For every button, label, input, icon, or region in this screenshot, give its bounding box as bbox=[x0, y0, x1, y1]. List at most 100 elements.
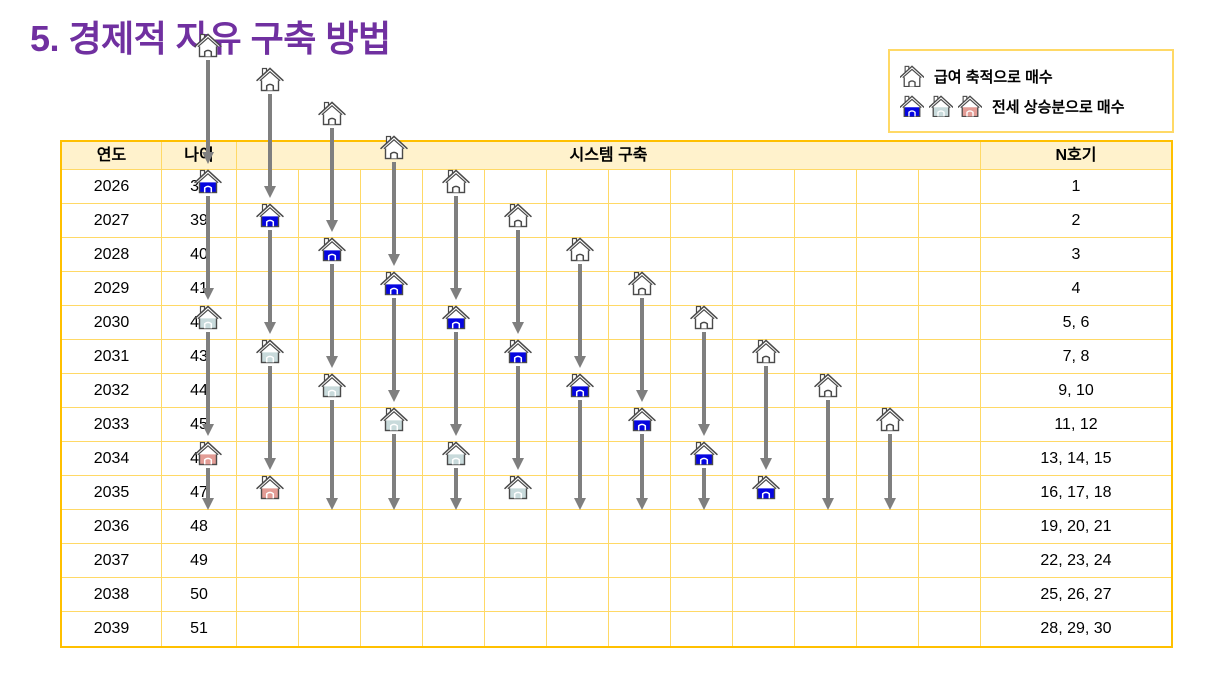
grid-cell bbox=[671, 544, 733, 578]
age-cell: 38 bbox=[162, 170, 237, 204]
page-title: 5. 경제적 자유 구축 방법 bbox=[30, 18, 391, 59]
legend-icons-jeonse bbox=[900, 95, 982, 117]
grid-cell bbox=[299, 340, 361, 374]
grid-cell bbox=[423, 408, 485, 442]
legend-label-salary: 급여 축적으로 매수 bbox=[934, 68, 1053, 86]
year-cell: 2026 bbox=[62, 170, 162, 204]
grid-cell bbox=[795, 374, 857, 408]
blue-house-icon bbox=[900, 95, 924, 117]
grid-cell bbox=[299, 544, 361, 578]
grid-cell bbox=[609, 374, 671, 408]
grid-cell bbox=[423, 170, 485, 204]
grid-cell bbox=[423, 510, 485, 544]
grid-cell bbox=[857, 272, 919, 306]
grid-cell bbox=[671, 204, 733, 238]
grid-cell bbox=[919, 612, 981, 646]
grid-cell bbox=[237, 510, 299, 544]
grid-cell bbox=[671, 408, 733, 442]
grid-cell bbox=[919, 476, 981, 510]
grid-cell bbox=[733, 306, 795, 340]
grid-cell bbox=[423, 204, 485, 238]
grid-cell bbox=[547, 306, 609, 340]
year-cell: 2034 bbox=[62, 442, 162, 476]
grid-cell bbox=[857, 510, 919, 544]
grid-cell bbox=[857, 442, 919, 476]
grid-cell bbox=[671, 238, 733, 272]
grid-cell bbox=[299, 442, 361, 476]
grid-cell bbox=[547, 510, 609, 544]
legend-item-salary: 급여 축적으로 매수 bbox=[900, 65, 1162, 87]
grid-cell bbox=[485, 306, 547, 340]
units-cell: 9, 10 bbox=[981, 374, 1171, 408]
grid-cell bbox=[485, 204, 547, 238]
grid-cell bbox=[795, 408, 857, 442]
grid-cell bbox=[857, 476, 919, 510]
plan-table: 연도 나이 시스템 구축 N호기 2026 38 1 2027 39 2 2028 40 3 20… bbox=[60, 140, 1173, 648]
grid-cell bbox=[237, 374, 299, 408]
grid-cell bbox=[485, 340, 547, 374]
grid-cell bbox=[857, 170, 919, 204]
grid-cell bbox=[361, 238, 423, 272]
grid-cell bbox=[795, 510, 857, 544]
grid-cell bbox=[733, 442, 795, 476]
grid-cell bbox=[733, 238, 795, 272]
grid-cell bbox=[857, 544, 919, 578]
grid-cell bbox=[857, 340, 919, 374]
white-house-icon bbox=[318, 101, 346, 126]
grid-cell bbox=[857, 408, 919, 442]
grid-cell bbox=[299, 374, 361, 408]
grid-cell bbox=[857, 306, 919, 340]
grid-cell bbox=[361, 408, 423, 442]
grid-cell bbox=[361, 544, 423, 578]
grid-cell bbox=[671, 612, 733, 646]
grid-cell bbox=[609, 544, 671, 578]
grid-cell bbox=[237, 408, 299, 442]
grid-cell bbox=[485, 510, 547, 544]
grid-cell bbox=[795, 306, 857, 340]
age-cell: 47 bbox=[162, 476, 237, 510]
legend-label-jeonse: 전세 상승분으로 매수 bbox=[992, 98, 1125, 116]
grid-cell bbox=[299, 578, 361, 612]
grid-cell bbox=[299, 476, 361, 510]
grid-cell bbox=[609, 442, 671, 476]
grid-cell bbox=[547, 272, 609, 306]
grid-cell bbox=[919, 170, 981, 204]
grid-cell bbox=[423, 442, 485, 476]
grid-cell bbox=[919, 442, 981, 476]
grid-cell bbox=[423, 306, 485, 340]
grid-cell bbox=[237, 272, 299, 306]
grid-cell bbox=[237, 578, 299, 612]
grid-cell bbox=[919, 544, 981, 578]
grid-cell bbox=[299, 306, 361, 340]
grid-cell bbox=[361, 374, 423, 408]
grid-cell bbox=[609, 170, 671, 204]
grid-cell bbox=[671, 476, 733, 510]
year-cell: 2036 bbox=[62, 510, 162, 544]
grid-cell bbox=[547, 238, 609, 272]
age-cell: 42 bbox=[162, 306, 237, 340]
legend-box: 급여 축적으로 매수 전세 상승분으로 매수 bbox=[888, 49, 1174, 133]
grid-cell bbox=[299, 272, 361, 306]
grid-cell bbox=[237, 170, 299, 204]
grid-cell bbox=[609, 578, 671, 612]
grid-cell bbox=[361, 170, 423, 204]
grid-cell bbox=[299, 204, 361, 238]
year-cell: 2032 bbox=[62, 374, 162, 408]
white-house-icon bbox=[900, 65, 924, 87]
grid-cell bbox=[919, 578, 981, 612]
year-cell: 2031 bbox=[62, 340, 162, 374]
year-cell: 2037 bbox=[62, 544, 162, 578]
grid-cell bbox=[919, 204, 981, 238]
grid-cell bbox=[733, 374, 795, 408]
grid-cell bbox=[361, 612, 423, 646]
year-cell: 2029 bbox=[62, 272, 162, 306]
grid-cell bbox=[609, 408, 671, 442]
grid-cell bbox=[299, 612, 361, 646]
grid-cell bbox=[671, 306, 733, 340]
grid-cell bbox=[361, 340, 423, 374]
units-cell: 11, 12 bbox=[981, 408, 1171, 442]
grid-cell bbox=[919, 510, 981, 544]
age-cell: 50 bbox=[162, 578, 237, 612]
header-system: 시스템 구축 bbox=[237, 142, 981, 170]
grid-cell bbox=[547, 340, 609, 374]
